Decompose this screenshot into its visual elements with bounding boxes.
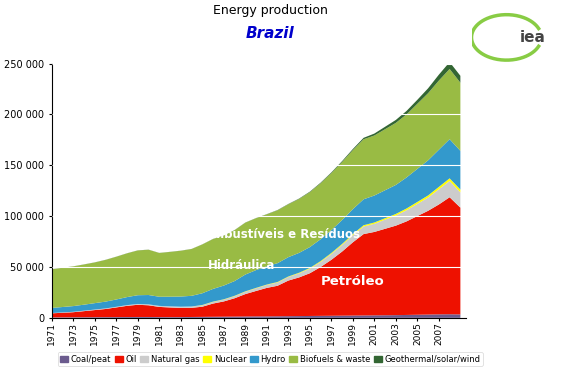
- Text: combustíveis e Resíduos: combustíveis e Resíduos: [197, 228, 360, 241]
- Text: Petróleo: Petróleo: [321, 275, 384, 288]
- Text: Energy production: Energy production: [213, 4, 328, 17]
- Legend: Coal/peat, Oil, Natural gas, Nuclear, Hydro, Biofuels & waste, Geothermal/solar/: Coal/peat, Oil, Natural gas, Nuclear, Hy…: [58, 352, 483, 366]
- Text: Hidráulica: Hidráulica: [208, 258, 275, 272]
- Y-axis label: ktoe: ktoe: [0, 179, 1, 202]
- Text: iea: iea: [519, 30, 545, 45]
- Text: Brazil: Brazil: [246, 26, 294, 41]
